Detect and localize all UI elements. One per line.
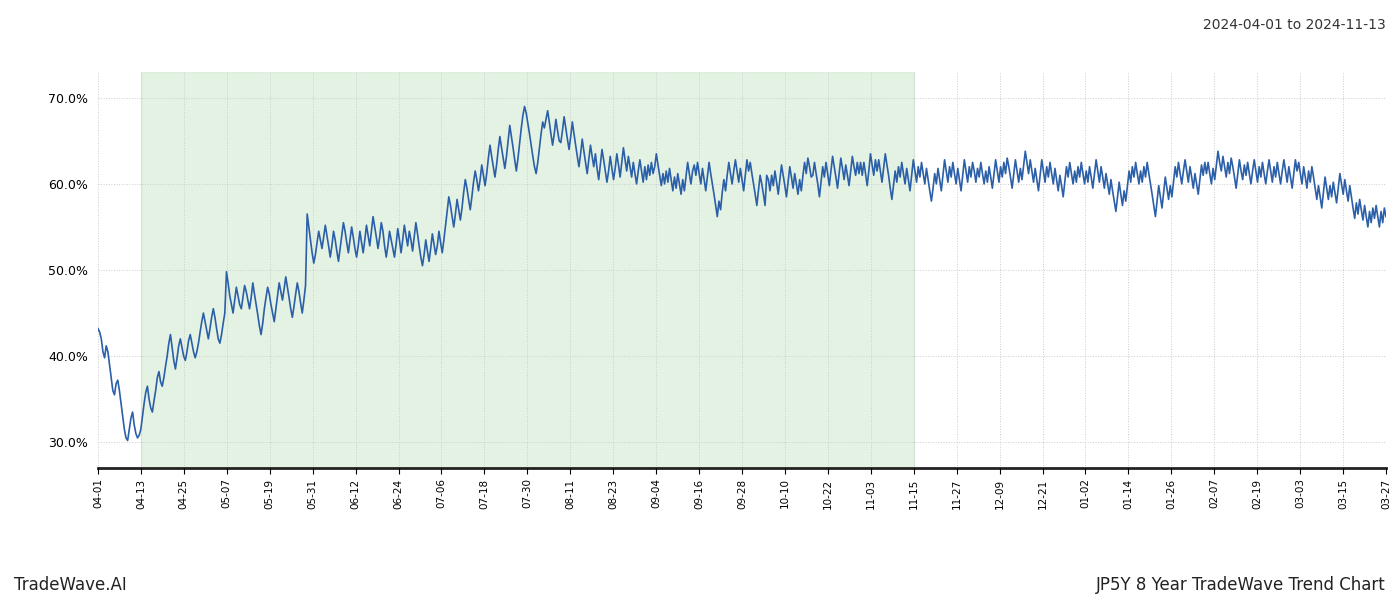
Text: JP5Y 8 Year TradeWave Trend Chart: JP5Y 8 Year TradeWave Trend Chart [1096, 576, 1386, 594]
Text: 2024-04-01 to 2024-11-13: 2024-04-01 to 2024-11-13 [1203, 18, 1386, 32]
Bar [141, 72, 914, 468]
Text: TradeWave.AI: TradeWave.AI [14, 576, 127, 594]
